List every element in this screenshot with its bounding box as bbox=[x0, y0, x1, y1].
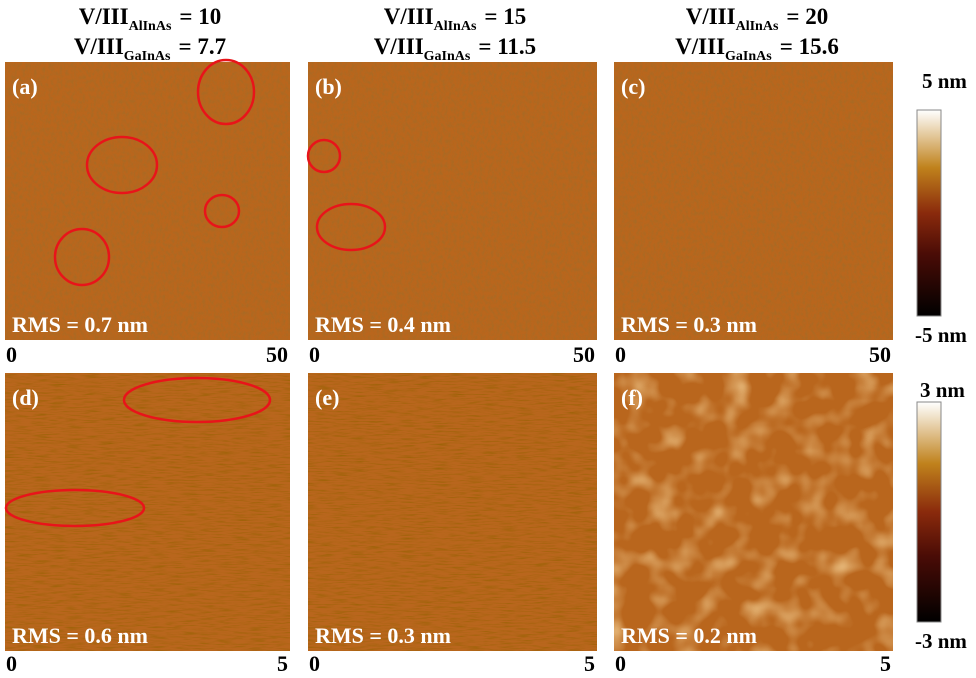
header-rest: = 15.6 bbox=[780, 34, 839, 59]
header-main: V/III bbox=[675, 34, 725, 59]
axis-end: 5 bbox=[880, 651, 891, 676]
colorbar-min: -5 nm bbox=[915, 323, 967, 347]
axis-end: 50 bbox=[573, 342, 595, 367]
circle bbox=[122, 376, 272, 424]
column-header: V/IIIGaInAs = 11.5 bbox=[374, 34, 536, 64]
panel-label: (b) bbox=[315, 74, 342, 99]
header-main: V/III bbox=[79, 4, 129, 29]
circle bbox=[315, 202, 387, 252]
colorbar-max: 5 nm bbox=[922, 69, 967, 93]
column-header: V/IIIGaInAs = 15.6 bbox=[675, 34, 839, 64]
header-main: V/III bbox=[686, 4, 736, 29]
header-sub: AlInAs bbox=[736, 19, 779, 34]
column-header: V/IIIAlInAs = 20 bbox=[686, 4, 829, 34]
axis-start: 0 bbox=[309, 651, 320, 676]
header-rest: = 20 bbox=[786, 4, 828, 29]
colorbar-max: 3 nm bbox=[920, 378, 965, 402]
colorbars: 5 nm -5 nm 3 nm -3 nm bbox=[915, 69, 967, 653]
header-main: V/III bbox=[384, 4, 434, 29]
header-sub: AlInAs bbox=[434, 19, 477, 34]
afm-texture bbox=[614, 373, 893, 651]
header-main: V/III bbox=[74, 34, 124, 59]
rms-label: RMS = 0.6 nm bbox=[12, 623, 148, 648]
header-rest: = 7.7 bbox=[178, 34, 226, 59]
header-sub: AlInAs bbox=[129, 19, 172, 34]
colorbar-min: -3 nm bbox=[915, 629, 967, 653]
column-header: V/IIIAlInAs = 10 bbox=[79, 4, 222, 34]
afm-texture bbox=[308, 373, 597, 651]
axis-start: 0 bbox=[309, 342, 320, 367]
panel-label: (d) bbox=[12, 385, 39, 410]
panel-label: (e) bbox=[315, 385, 339, 410]
header-rest: = 11.5 bbox=[478, 34, 536, 59]
axis-end: 5 bbox=[277, 651, 288, 676]
rms-label: RMS = 0.3 nm bbox=[621, 312, 757, 337]
axis-end: 50 bbox=[869, 342, 891, 367]
panels: (a) RMS = 0.7 nm (b) RMS = 0.4 nm (c) RMS = 0… bbox=[5, 62, 893, 651]
axis-start: 0 bbox=[615, 342, 626, 367]
circle bbox=[203, 193, 241, 229]
header-main: V/III bbox=[374, 34, 424, 59]
header-sub: GaInAs bbox=[725, 49, 772, 64]
afm-texture bbox=[5, 373, 290, 651]
colorbar bbox=[916, 401, 942, 623]
rms-label: RMS = 0.3 nm bbox=[315, 623, 451, 648]
axis-start: 0 bbox=[615, 651, 626, 676]
axis-end: 5 bbox=[584, 651, 595, 676]
panel-label: (c) bbox=[621, 74, 645, 99]
header-rest: = 15 bbox=[484, 4, 526, 29]
circle bbox=[85, 135, 159, 195]
circle bbox=[53, 227, 111, 287]
header-rest: = 10 bbox=[179, 4, 221, 29]
panel-label: (a) bbox=[12, 74, 38, 99]
circle bbox=[306, 138, 342, 174]
column-header: V/IIIAlInAs = 15 bbox=[384, 4, 527, 34]
afm-texture bbox=[308, 62, 597, 340]
circle bbox=[196, 58, 256, 126]
afm-texture bbox=[5, 62, 290, 340]
axis-end: 50 bbox=[266, 342, 288, 367]
axis-start: 0 bbox=[6, 651, 17, 676]
axis-start: 0 bbox=[6, 342, 17, 367]
circle bbox=[4, 488, 146, 528]
annotation-circles bbox=[4, 58, 387, 528]
header-sub: GaInAs bbox=[124, 49, 171, 64]
colorbar bbox=[916, 109, 942, 317]
rms-label: RMS = 0.4 nm bbox=[315, 312, 451, 337]
rms-label: RMS = 0.2 nm bbox=[621, 623, 757, 648]
rms-label: RMS = 0.7 nm bbox=[12, 312, 148, 337]
panel-label: (f) bbox=[621, 385, 643, 410]
column-header: V/IIIGaInAs = 7.7 bbox=[74, 34, 226, 64]
afm-texture bbox=[614, 62, 893, 340]
header-sub: GaInAs bbox=[424, 49, 471, 64]
